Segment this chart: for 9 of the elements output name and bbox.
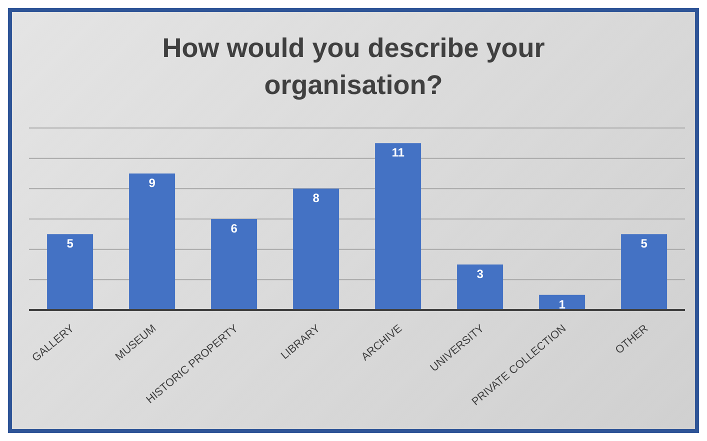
data-label: 6	[230, 222, 238, 236]
data-label: 8	[312, 191, 320, 206]
data-label: 5	[66, 236, 74, 251]
data-label: 5	[640, 236, 648, 251]
data-label: 11	[392, 146, 405, 160]
data-label: 1	[558, 297, 566, 312]
chart-title: How would you describe your organisation?	[161, 32, 546, 102]
data-label: 3	[476, 267, 484, 282]
data-label: 9	[148, 176, 156, 190]
